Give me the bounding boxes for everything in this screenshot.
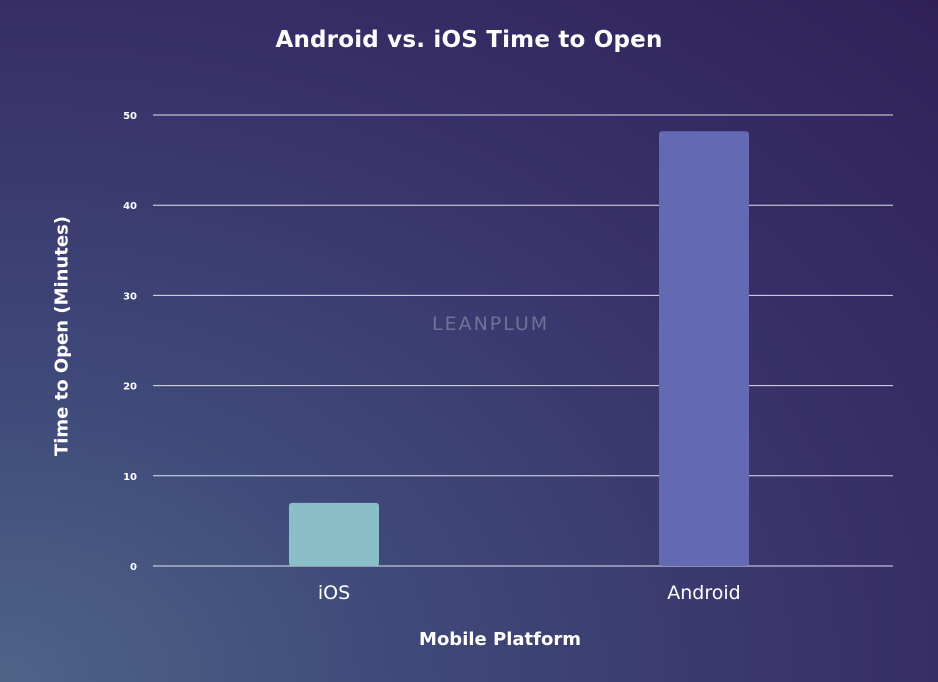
y-tick-label: 30 xyxy=(123,291,137,302)
y-tick-label: 10 xyxy=(123,472,137,483)
x-tick-label-android: Android xyxy=(667,582,740,604)
chart-title: Android vs. iOS Time to Open xyxy=(275,27,663,53)
y-tick-labels: 0 10 20 30 40 50 xyxy=(123,111,137,573)
x-tick-label-ios: iOS xyxy=(318,582,350,604)
bars xyxy=(289,131,749,566)
y-tick-label: 0 xyxy=(130,562,137,573)
leanplum-watermark: LEANPLUM xyxy=(432,313,550,335)
y-tick-label: 50 xyxy=(123,111,137,122)
bar-android xyxy=(659,131,749,566)
gridlines xyxy=(153,114,893,567)
x-tick-labels: iOS Android xyxy=(318,582,741,604)
y-tick-label: 40 xyxy=(123,201,137,212)
bar-ios xyxy=(289,502,379,566)
y-tick-label: 20 xyxy=(123,382,137,393)
x-axis-label: Mobile Platform xyxy=(419,629,581,650)
